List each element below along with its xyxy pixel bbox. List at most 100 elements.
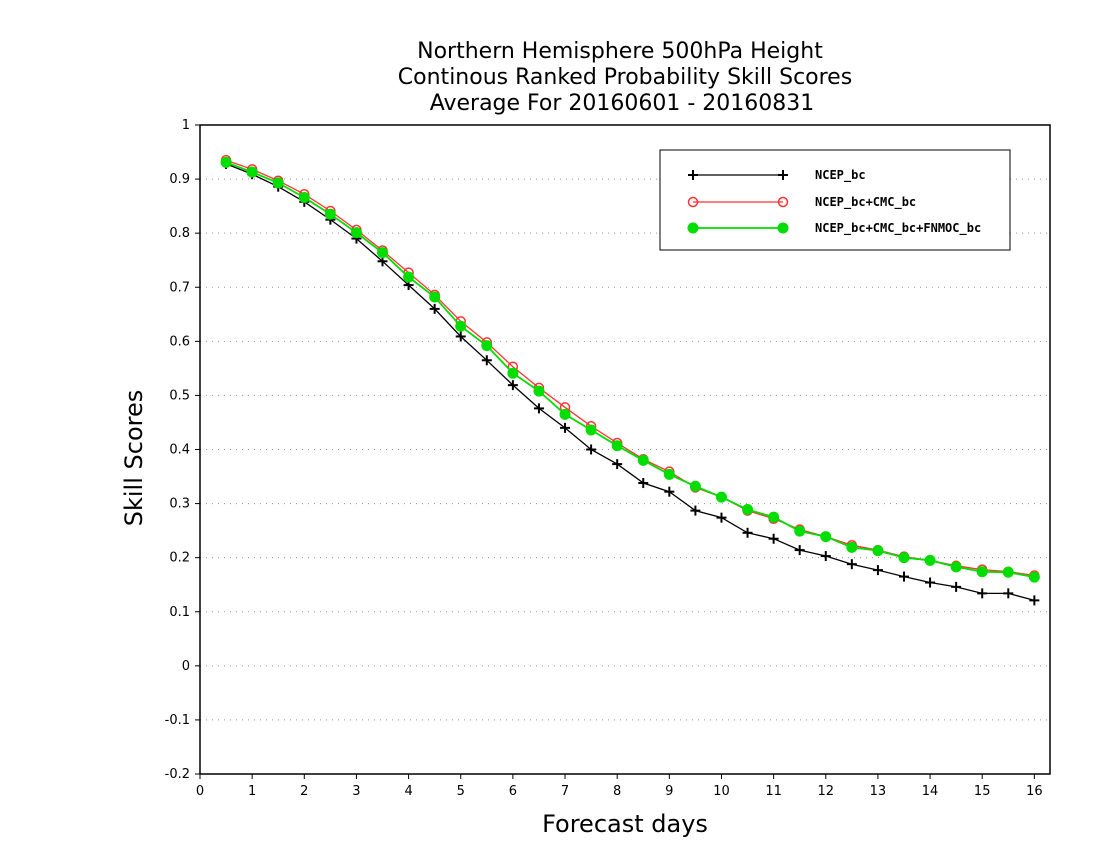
legend-marker [778,170,788,180]
data-point [924,554,936,566]
data-point [586,444,597,455]
data-point [560,422,571,433]
data-point [533,403,544,414]
y-tick-label: 0.7 [169,280,190,295]
data-point [220,156,232,168]
data-point [898,571,909,582]
data-point [350,227,362,239]
data-point [1028,571,1040,583]
data-point [898,552,910,564]
x-tick-label: 1 [248,784,256,799]
data-point [794,525,806,537]
data-point [820,551,831,562]
legend-label: NCEP_bc+CMC_bc+FNMOC_bc [815,221,981,236]
data-point [715,491,727,503]
legend-entry: NCEP_bc+CMC_bc+FNMOC_bc [687,221,981,236]
y-tick-label: -0.1 [165,713,190,728]
x-tick-label: 3 [352,784,360,799]
chart-title: Northern Hemisphere 500hPa Height Contin… [398,39,852,116]
x-tick-label: 0 [196,784,204,799]
legend-marker [777,222,789,234]
legend: NCEP_bc NCEP_bc+CMC_bc NCEP_bc+CMC_bc+FNMO… [659,149,1011,251]
legend-entry: NCEP_bc [688,168,866,183]
x-tick-label: 2 [300,784,308,799]
x-tick-label: 8 [613,784,621,799]
data-point [298,191,310,203]
axis-ticks: -0.2-0.100.10.20.30.40.50.60.70.80.910 1 2… [165,118,1043,799]
y-tick-label: 1 [182,118,190,133]
title-line-2: Continous Ranked Probability Skill Score… [398,65,852,90]
data-point [377,247,389,259]
legend-marker [688,170,698,180]
x-tick-label: 15 [974,784,991,799]
y-axis-label: Skill Scores [120,390,148,527]
data-point [951,581,962,592]
x-tick-label: 14 [922,784,939,799]
y-tick-label: 0.5 [169,388,190,403]
data-point [429,291,441,303]
data-point [977,588,988,599]
data-point [481,340,493,352]
y-tick-label: 0.6 [169,334,190,349]
x-axis-label: Forecast days [542,810,708,838]
data-point [690,505,701,516]
data-point [716,512,727,523]
x-tick-label: 9 [665,784,673,799]
x-tick-label: 4 [404,784,412,799]
legend-entry: NCEP_bc+CMC_bc [687,195,916,210]
series-group [220,154,1040,606]
data-point [976,566,988,578]
legend-label: NCEP_bc [815,168,866,183]
data-point [272,177,284,189]
y-tick-label: 0.3 [169,497,190,512]
y-tick-label: 0.8 [169,226,190,241]
y-tick-label: -0.2 [165,767,190,782]
title-line-1: Northern Hemisphere 500hPa Height [417,39,823,64]
data-point [533,385,545,397]
title-line-3: Average For 20160601 - 20160831 [430,91,815,116]
y-tick-label: 0.9 [169,172,190,187]
legend-label: NCEP_bc+CMC_bc [815,195,916,210]
data-point [872,565,883,576]
data-point [429,303,440,314]
data-point [638,478,649,489]
data-point [455,331,466,342]
data-point [846,541,858,553]
data-point [950,561,962,573]
data-point [611,440,623,452]
series-2 [220,156,1040,583]
data-point [455,320,467,332]
data-point [846,559,857,570]
y-tick-label: 0.4 [169,443,190,458]
data-point [559,408,571,420]
data-point [1029,595,1040,606]
x-tick-label: 5 [457,784,465,799]
data-point [637,454,649,466]
data-point [768,533,779,544]
data-point [664,486,675,497]
data-point [689,480,701,492]
data-point [403,271,415,283]
data-point [872,545,884,557]
y-tick-label: 0.2 [169,551,190,566]
x-tick-label: 7 [561,784,569,799]
data-point [612,459,623,470]
legend-marker [687,196,699,208]
x-tick-label: 12 [817,784,834,799]
data-point [768,511,780,523]
data-point [1003,588,1014,599]
legend-box [659,149,1011,251]
data-point [246,166,258,178]
x-tick-label: 13 [870,784,887,799]
y-tick-label: 0 [182,659,190,674]
legend-items: NCEP_bc NCEP_bc+CMC_bc NCEP_bc+CMC_bc+FNMO… [687,168,981,236]
data-point [507,367,519,379]
x-tick-label: 6 [509,784,517,799]
data-point [742,504,754,516]
x-tick-label: 11 [765,784,782,799]
x-tick-label: 16 [1026,784,1043,799]
data-point [820,531,832,543]
data-point [1002,566,1014,578]
data-point [794,545,805,556]
